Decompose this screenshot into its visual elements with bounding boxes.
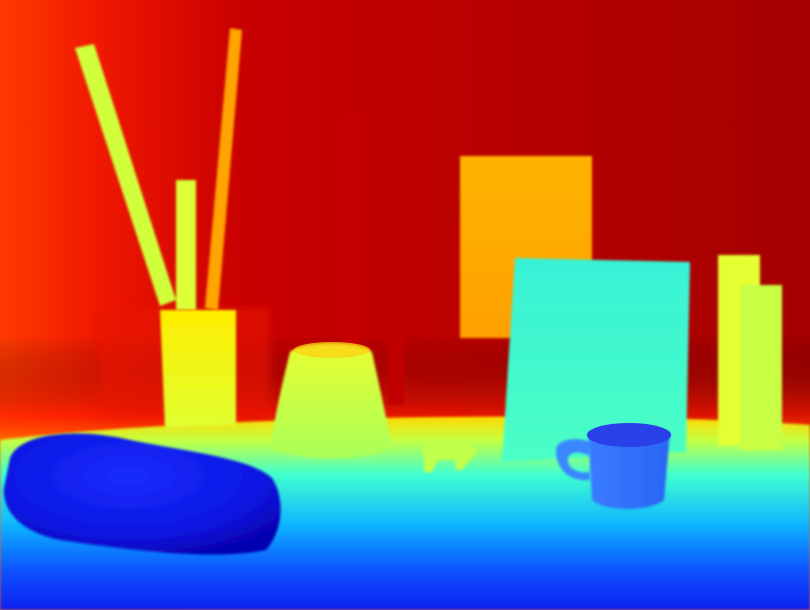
tall-sticks	[75, 28, 242, 310]
right-cylinders	[718, 255, 782, 450]
background-poles	[343, 115, 404, 408]
cloth-roll	[3, 433, 281, 555]
toy-animal	[420, 440, 478, 472]
mug	[556, 423, 671, 509]
white-board	[502, 258, 690, 462]
stick-holder	[160, 310, 236, 428]
vase	[270, 342, 392, 459]
